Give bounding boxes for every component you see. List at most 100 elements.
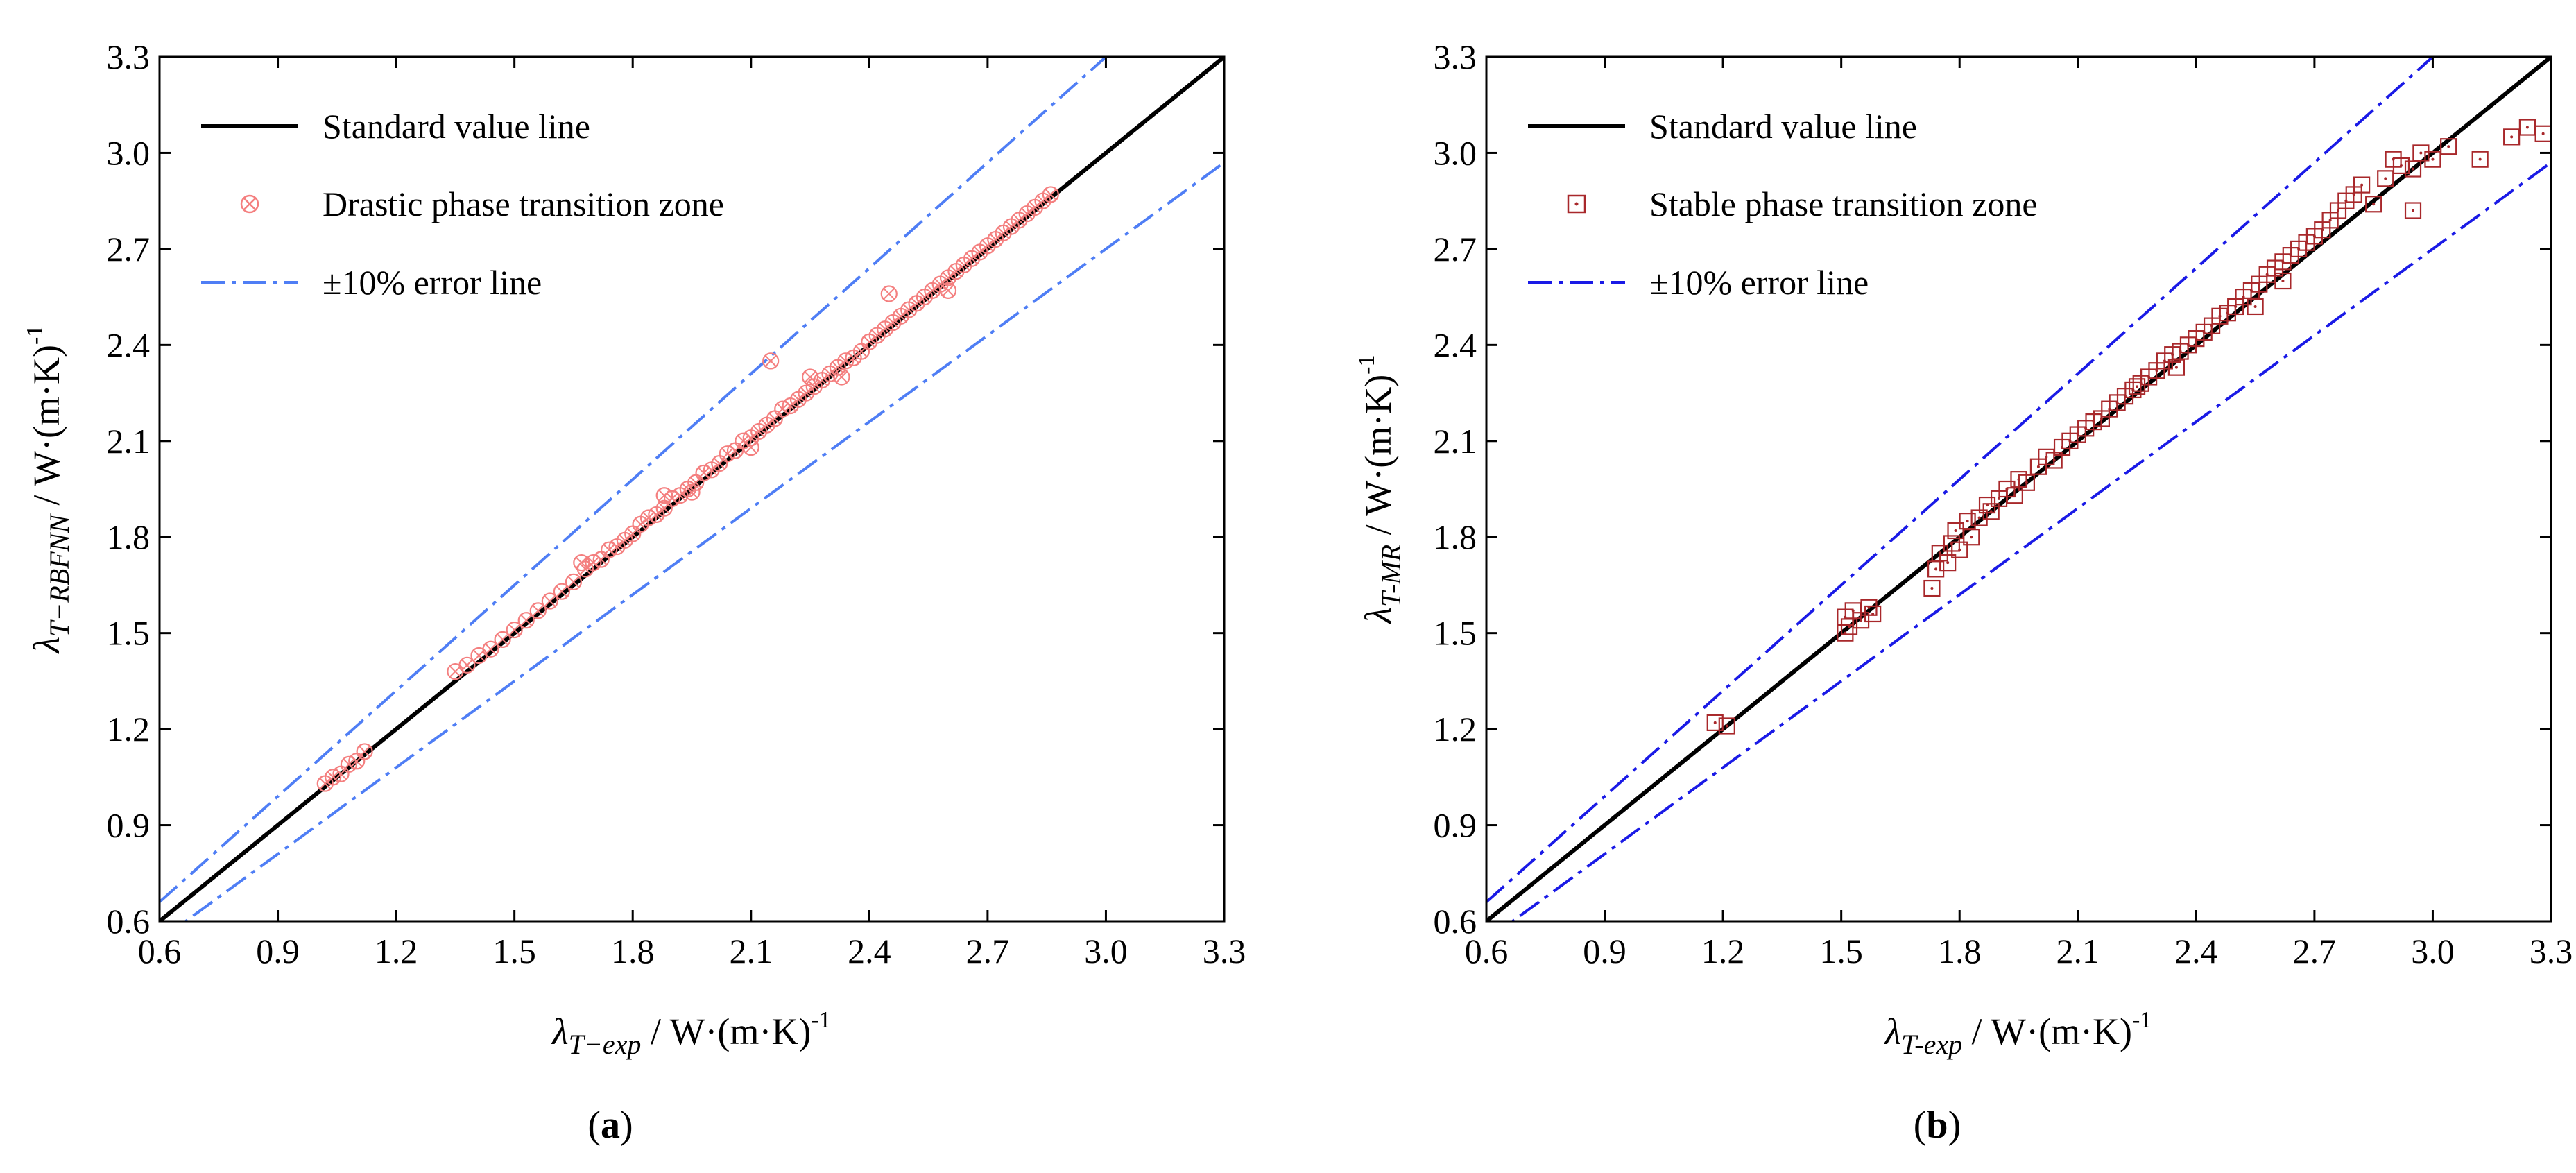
- data-point: [1706, 714, 1724, 731]
- data-point: [1939, 554, 1957, 572]
- y-tick-label: 0.6: [107, 902, 151, 941]
- x-tick-label: 0.6: [138, 932, 182, 970]
- legend-label-standard: Standard value line: [1649, 107, 1917, 146]
- data-point: [2353, 176, 2371, 194]
- data-point: [1951, 541, 1968, 558]
- y-tick-label: 2.1: [1434, 422, 1477, 461]
- data-point: [2424, 151, 2441, 168]
- y-tick-label: 1.5: [1434, 614, 1477, 653]
- data-point: [2377, 170, 2394, 187]
- data-point: [1042, 186, 1059, 203]
- x-tick-label: 0.6: [1465, 932, 1509, 970]
- y-tick-label: 3.0: [1434, 133, 1477, 172]
- x-tick-label: 3.0: [1084, 932, 1128, 970]
- data-point: [356, 743, 373, 760]
- x-tick-label: 2.7: [966, 932, 1010, 970]
- y-tick-label: 0.6: [1434, 902, 1477, 941]
- legend-label-error: ±10% error line: [1649, 263, 1869, 302]
- plot-frame-a: [158, 55, 1226, 923]
- x-tick-label: 1.8: [611, 932, 655, 970]
- error-line-lower: [183, 161, 1224, 921]
- data-point: [2365, 196, 2382, 213]
- x-tick-label: 2.4: [848, 932, 891, 970]
- caption-b: (b): [1914, 1104, 1961, 1147]
- data-point: [565, 573, 583, 590]
- x-tick-label: 1.5: [1819, 932, 1863, 970]
- data-point: [1963, 529, 1980, 546]
- data-point: [2392, 157, 2410, 175]
- error-line-upper: [160, 57, 1108, 903]
- y-tick-label: 2.4: [1434, 325, 1477, 364]
- x-tick-label: 2.1: [2056, 932, 2100, 970]
- x-tick-label: 3.3: [2530, 932, 2573, 970]
- y-tick-label: 2.4: [107, 325, 151, 364]
- data-point: [2128, 378, 2146, 395]
- x-tick-label: 2.1: [730, 932, 773, 970]
- data-point: [939, 282, 957, 299]
- y-ticks-b: 0.6 0.9 1.2 1.5 1.8 2.1 2.4 2.7 3.0 3.3: [1434, 37, 2551, 941]
- error-line-upper: [1486, 57, 2435, 903]
- x-axis-label-a: λT−exp / W·(m·K)-1: [551, 1007, 830, 1060]
- y-tick-label: 1.8: [1434, 517, 1477, 556]
- legend-label-series: Stable phase transition zone: [1649, 185, 2038, 223]
- y-tick-label: 2.7: [1434, 230, 1477, 268]
- data-point: [801, 368, 819, 386]
- y-tick-label: 0.9: [107, 806, 151, 845]
- legend-label-error: ±10% error line: [323, 263, 542, 302]
- x-tick-label: 2.7: [2293, 932, 2337, 970]
- x-tick-label: 3.3: [1203, 932, 1246, 970]
- y-tick-label: 1.8: [107, 517, 151, 556]
- x-tick-label: 1.2: [1701, 932, 1745, 970]
- y-tick-label: 1.2: [1434, 710, 1477, 748]
- data-point: [2247, 298, 2264, 316]
- data-point: [742, 438, 759, 456]
- x-ticks-b: 0.6 0.9 1.2 1.5 1.8 2.1 2.4 2.7 3.0 3.3: [1465, 57, 2573, 970]
- data-point: [2503, 128, 2521, 146]
- reference-lines-b: [1486, 57, 2551, 921]
- data-point: [762, 352, 780, 370]
- data-point: [833, 368, 850, 386]
- legend-label-series: Drastic phase transition zone: [323, 185, 724, 223]
- y-axis-label-b: λT-MR / W·(m·K)-1: [1354, 354, 1407, 624]
- data-point: [2534, 125, 2552, 142]
- x-tick-label: 0.9: [1583, 932, 1626, 970]
- data-point: [2404, 202, 2422, 219]
- legend-label-standard: Standard value line: [323, 107, 590, 146]
- y-tick-label: 0.9: [1434, 806, 1477, 845]
- x-tick-label: 1.8: [1938, 932, 1982, 970]
- data-point: [2167, 359, 2186, 376]
- y-tick-label: 1.5: [107, 614, 151, 653]
- legend-a: Standard value line Drastic phase transit…: [201, 107, 724, 302]
- data-point: [447, 662, 464, 680]
- x-tick-label: 1.5: [492, 932, 536, 970]
- x-ticks-a: 0.6 0.9 1.2 1.5 1.8 2.1 2.4 2.7 3.0 3.3: [138, 57, 1246, 970]
- data-point: [517, 612, 535, 629]
- data-point: [541, 592, 558, 610]
- caption-a: (a): [587, 1104, 633, 1147]
- data-point: [758, 416, 775, 434]
- y-tick-label: 1.2: [107, 710, 151, 748]
- legend-swatch-series: [240, 194, 259, 214]
- data-point: [789, 391, 807, 408]
- x-tick-label: 0.9: [256, 932, 300, 970]
- data-point: [2471, 151, 2489, 168]
- panel-a: 0.6 0.9 1.2 1.5 1.8 2.1 2.4 2.7 3.0 3.3 0.6 0.9 1.2…: [22, 37, 1246, 1147]
- y-tick-label: 3.3: [107, 37, 151, 76]
- data-point: [1718, 717, 1735, 735]
- data-point: [506, 621, 523, 639]
- data-point: [1923, 579, 1941, 597]
- scatter-points-b: [1706, 119, 2552, 735]
- y-tick-label: 3.3: [1434, 37, 1477, 76]
- x-tick-label: 2.4: [2174, 932, 2218, 970]
- y-axis-label-a: λT−RBFNN / W·(m·K)-1: [22, 325, 75, 655]
- legend-swatch-series: [1567, 194, 1586, 214]
- data-point: [655, 487, 673, 504]
- data-point: [683, 483, 701, 501]
- data-point: [1864, 605, 1882, 623]
- y-tick-label: 2.7: [107, 230, 151, 268]
- legend-b: Standard value line Stable phase transiti…: [1528, 107, 2038, 302]
- data-point: [2440, 138, 2457, 155]
- data-point: [458, 656, 476, 674]
- y-tick-label: 3.0: [107, 133, 151, 172]
